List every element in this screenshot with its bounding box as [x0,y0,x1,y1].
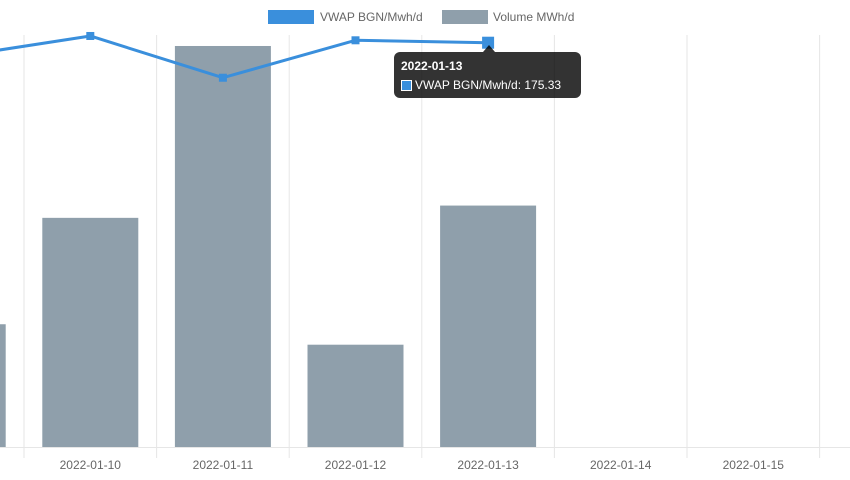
x-tick-label: 2022-01-13 [457,458,519,472]
point-vwap-2022-01-10[interactable] [86,31,95,40]
tooltip-title: 2022-01-13 [401,59,463,73]
point-vwap-2022-01-11[interactable] [218,73,227,82]
tooltip-caret [483,45,495,52]
tooltip: 2022-01-13 VWAP BGN/Mwh/d: 175.33 [394,52,581,98]
legend-swatch-volume[interactable] [442,10,488,24]
grid [0,35,850,458]
tooltip-swatch [401,79,412,91]
bar-volume-2022-01-13[interactable] [440,205,537,447]
legend-label-volume[interactable]: Volume MWh/d [493,10,574,24]
x-axis: 2022-01-10 2022-01-11 2022-01-12 2022-01-13… [60,458,785,472]
x-tick-label: 2022-01-14 [590,458,652,472]
bar-volume-2022-01-09[interactable] [0,324,6,447]
point-vwap-2022-01-12[interactable] [351,36,360,45]
tooltip-label: VWAP BGN/Mwh/d: 175.33 [415,78,562,92]
legend[interactable]: VWAP BGN/Mwh/d Volume MWh/d [268,10,574,24]
bar-volume-2022-01-10[interactable] [42,217,139,447]
x-tick-label: 2022-01-10 [60,458,122,472]
legend-label-vwap[interactable]: VWAP BGN/Mwh/d [320,10,423,24]
tooltip-row: VWAP BGN/Mwh/d: 175.33 [401,77,574,93]
x-tick-label: 2022-01-12 [325,458,387,472]
legend-swatch-vwap[interactable] [268,10,314,24]
x-tick-label: 2022-01-15 [723,458,785,472]
x-tick-label: 2022-01-11 [193,458,254,472]
bar-volume-2022-01-11[interactable] [174,45,271,447]
bars [0,45,537,447]
bar-volume-2022-01-12[interactable] [307,344,404,447]
